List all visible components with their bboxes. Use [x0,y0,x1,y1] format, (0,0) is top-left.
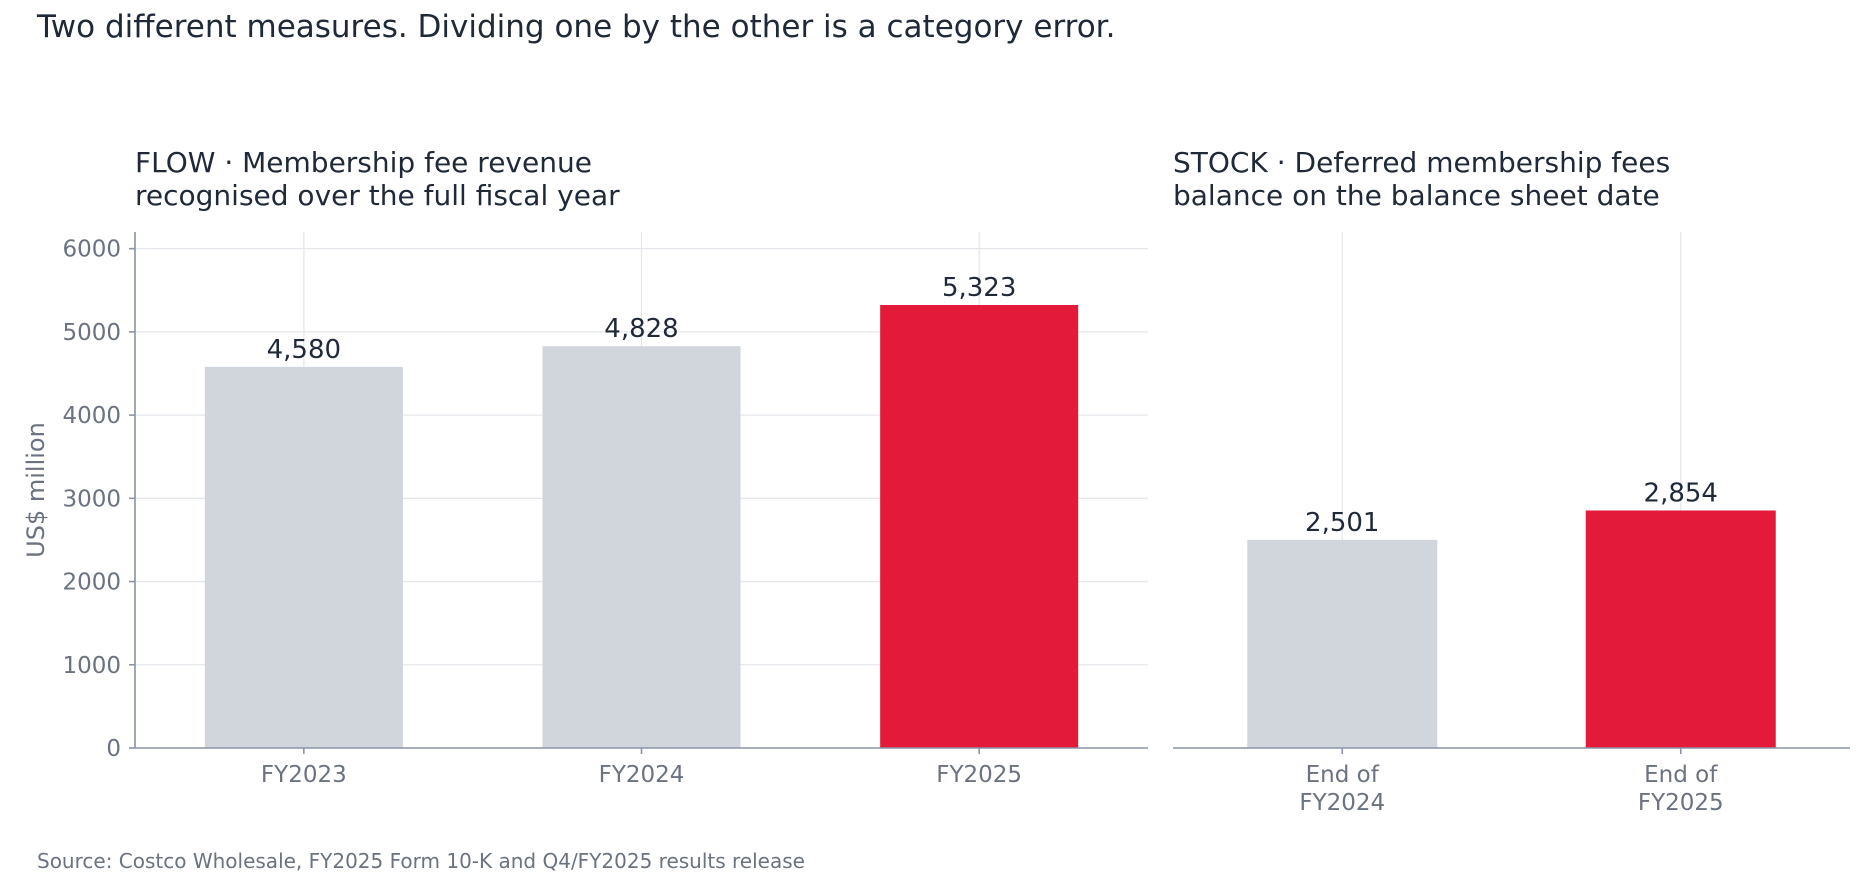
stock-panel: STOCK · Deferred membership feesbalance … [1173,146,1850,816]
bar [1247,539,1438,748]
y-tick-label: 2000 [62,570,121,596]
bar-value-label: 4,580 [267,335,341,365]
x-tick-label: End of [1306,762,1380,788]
bar [1585,510,1776,748]
y-tick-label: 4000 [62,403,121,429]
y-tick-label: 6000 [62,237,121,263]
bar [880,304,1079,748]
bar-value-label: 2,854 [1644,478,1718,508]
y-tick-label: 3000 [62,486,121,512]
panel-title-line: FLOW · Membership fee revenue [135,146,592,179]
bar [542,346,741,748]
chart-title: Two different measures. Dividing one by … [36,9,1115,45]
x-tick-label: FY2024 [599,762,685,788]
y-tick-label: 5000 [62,320,121,346]
x-tick-label: FY2025 [936,762,1022,788]
bar-value-label: 2,501 [1305,508,1379,538]
bar-value-label: 5,323 [942,273,1016,303]
bar-value-label: 4,828 [604,314,678,344]
x-tick-label: FY2023 [261,762,347,788]
panel-title-line: STOCK · Deferred membership fees [1173,146,1670,179]
x-tick-label: FY2025 [1638,790,1724,816]
y-axis-label: US$ million [22,422,50,558]
y-tick-label: 1000 [62,653,121,679]
source-note: Source: Costco Wholesale, FY2025 Form 10… [37,849,805,873]
flow-panel: FLOW · Membership fee revenuerecognised … [22,146,1148,788]
x-tick-label: End of [1644,762,1718,788]
panel-title-line: recognised over the full fiscal year [135,179,620,212]
bar [204,366,403,748]
panel-title-line: balance on the balance sheet date [1173,179,1660,212]
y-tick-label: 0 [106,736,121,762]
x-tick-label: FY2024 [1299,790,1385,816]
